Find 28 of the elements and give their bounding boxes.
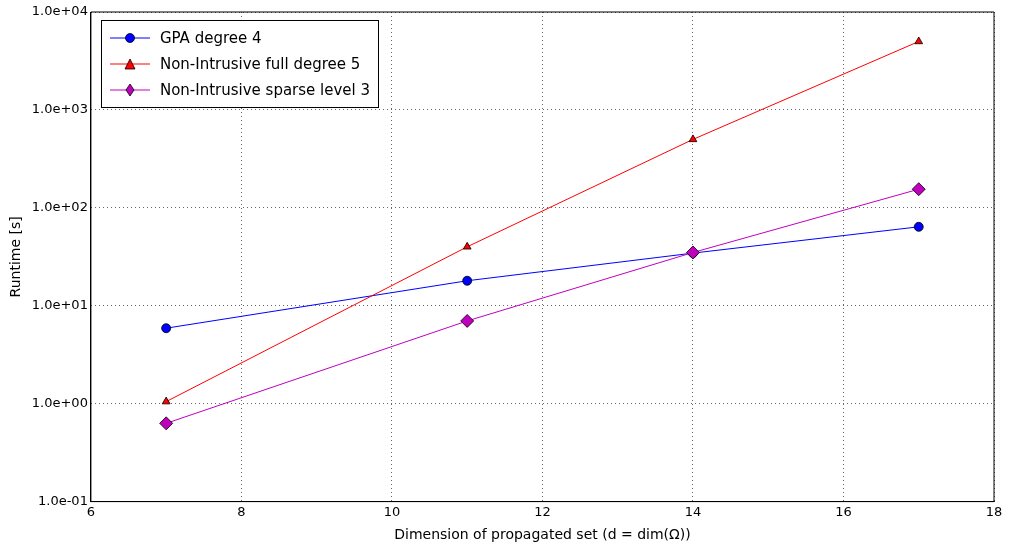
x-tick-label: 10 [383,503,401,519]
y-axis-title: Runtime [s] [7,216,24,298]
y-tick-label: 1.0e+02 [31,199,88,215]
y-tick-label: 1.0e+00 [31,395,88,411]
point [460,314,475,328]
x-axis-title: Dimension of propagated set (d = dim(Ω)) [394,526,691,543]
y-tick-label: 1.0e-01 [38,492,88,508]
point [914,36,924,45]
point [913,221,924,232]
legend-label: GPA degree 4 [159,29,262,47]
y-tick-label: 1.0e+04 [31,3,88,19]
legend-label: Non-Intrusive sparse level 3 [159,81,371,99]
point [462,241,472,250]
x-tick-label: 6 [86,503,96,519]
legend-label: Non-Intrusive full degree 5 [159,55,361,73]
point [161,323,172,334]
y-tick-label: 1.0e+01 [31,297,88,313]
x-tick-label: 12 [534,503,551,519]
point [161,396,171,405]
y-tick-label: 1.0e+03 [31,101,88,117]
point [462,275,473,286]
point [911,182,926,197]
x-tick-label: 16 [835,503,852,519]
x-tick-label: 14 [684,503,702,519]
point [688,134,698,143]
point [159,416,174,431]
x-tick-label: 18 [985,503,1003,519]
x-tick-label: 8 [237,503,246,519]
